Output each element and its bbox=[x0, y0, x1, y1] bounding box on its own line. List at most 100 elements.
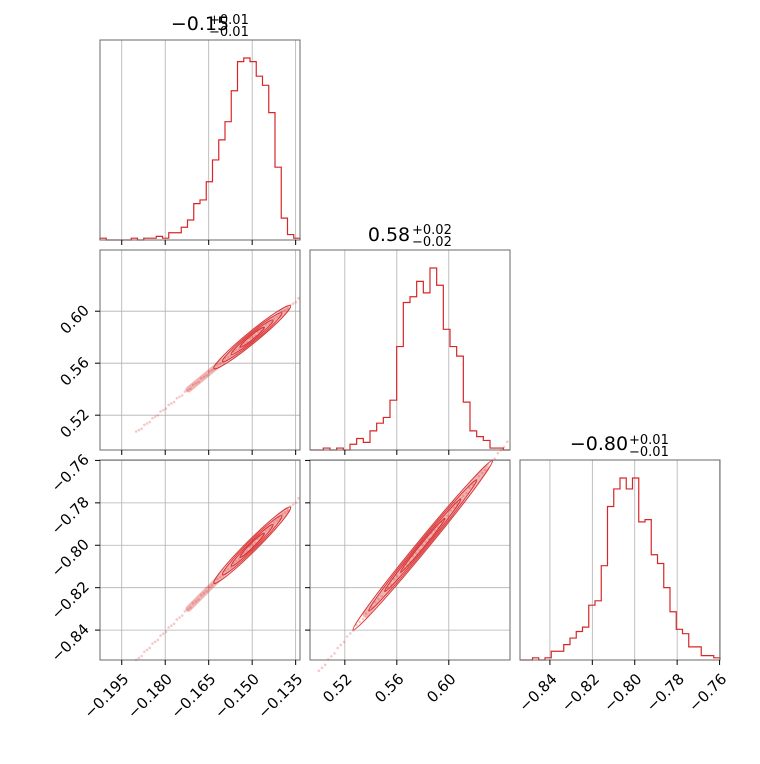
sample-point bbox=[178, 616, 181, 619]
sample-point bbox=[183, 390, 187, 393]
sample-point bbox=[194, 600, 198, 603]
sample-point bbox=[137, 428, 141, 432]
sample-point bbox=[471, 483, 475, 486]
sample-point bbox=[361, 617, 365, 621]
sample-point bbox=[323, 663, 327, 667]
sample-point bbox=[264, 529, 268, 532]
sample-point bbox=[210, 583, 214, 587]
sample-point bbox=[199, 593, 203, 597]
sample-point bbox=[167, 626, 170, 629]
x-tick-label: −0.80 bbox=[600, 670, 645, 715]
sample-point bbox=[151, 416, 154, 420]
sample-point bbox=[170, 624, 173, 627]
sample-point bbox=[286, 509, 290, 512]
sample-point bbox=[275, 519, 279, 522]
sample-point bbox=[477, 474, 481, 478]
sample-point bbox=[140, 654, 143, 658]
y-tick-label: −0.78 bbox=[48, 493, 93, 538]
density-core bbox=[185, 305, 290, 393]
sample-point bbox=[480, 471, 484, 475]
y-tick-label: −0.80 bbox=[48, 535, 93, 580]
sample-point bbox=[172, 622, 176, 626]
sample-point bbox=[216, 577, 219, 581]
sample-point bbox=[202, 592, 206, 595]
sample-point bbox=[156, 414, 160, 417]
y-tick-label: 0.52 bbox=[56, 405, 92, 441]
sample-point bbox=[283, 308, 287, 312]
title-param-1-value: −0.15 bbox=[171, 13, 229, 35]
sample-point bbox=[172, 400, 176, 404]
sample-point bbox=[251, 335, 254, 339]
sample-point bbox=[251, 543, 254, 547]
sample-point bbox=[137, 656, 141, 660]
sample-point bbox=[345, 635, 349, 638]
sample-point bbox=[218, 362, 222, 365]
sample-point bbox=[167, 403, 170, 407]
y-tick-label: −0.84 bbox=[48, 620, 93, 665]
sample-point bbox=[243, 551, 246, 555]
sample-point bbox=[496, 451, 500, 455]
sample-point bbox=[218, 575, 222, 579]
contour-level-1 bbox=[239, 532, 265, 559]
sample-point bbox=[483, 468, 487, 472]
sample-point bbox=[191, 602, 195, 605]
x-tick-label: −0.180 bbox=[124, 670, 176, 722]
sample-point bbox=[186, 608, 189, 611]
sample-point bbox=[505, 440, 509, 444]
sample-point bbox=[202, 375, 206, 379]
title-param-2-plus: +0.02 bbox=[412, 223, 452, 238]
sample-point bbox=[267, 322, 271, 325]
sample-point bbox=[194, 382, 198, 385]
title-param-2: 0.58 bbox=[368, 224, 410, 246]
sample-point bbox=[243, 342, 246, 345]
x-tick-label: −0.76 bbox=[685, 670, 730, 715]
contour-level-3 bbox=[368, 479, 478, 612]
sample-point bbox=[297, 297, 300, 300]
sample-point bbox=[449, 509, 453, 512]
x-tick-label: −0.82 bbox=[558, 670, 603, 715]
sample-point bbox=[281, 513, 284, 516]
sample-point bbox=[433, 529, 437, 532]
panel-2d-1 bbox=[99, 249, 301, 451]
sample-point bbox=[235, 348, 238, 352]
x-tick-label: 0.60 bbox=[423, 670, 459, 706]
sample-point bbox=[493, 457, 497, 460]
sample-point bbox=[207, 585, 211, 589]
sample-point bbox=[317, 669, 321, 673]
sample-point bbox=[151, 642, 154, 645]
panel-hist-2 bbox=[309, 249, 511, 451]
sample-point bbox=[175, 618, 179, 621]
y-tick-label: −0.76 bbox=[48, 451, 93, 496]
sample-point bbox=[502, 445, 506, 449]
sample-point bbox=[207, 370, 211, 373]
sample-point bbox=[465, 491, 468, 495]
sample-point bbox=[189, 387, 192, 391]
sample-point bbox=[380, 594, 383, 598]
sample-point bbox=[161, 632, 165, 636]
data-layer bbox=[99, 57, 721, 673]
sample-point bbox=[275, 315, 279, 319]
sample-point bbox=[180, 394, 184, 397]
sample-point bbox=[364, 612, 368, 615]
title-param-1: −0.15 bbox=[171, 13, 229, 35]
contour-level-3 bbox=[221, 515, 283, 576]
title-param-1-plus: +0.01 bbox=[209, 13, 249, 28]
sample-point bbox=[264, 323, 268, 327]
panel-2d-3 bbox=[309, 459, 511, 661]
sample-point bbox=[237, 347, 241, 351]
sample-point bbox=[197, 380, 200, 384]
sample-point bbox=[235, 559, 238, 563]
x-tick-label: −0.135 bbox=[254, 670, 306, 722]
sample-point bbox=[143, 650, 146, 654]
sample-point bbox=[294, 501, 298, 504]
sample-point bbox=[272, 521, 276, 524]
sample-point bbox=[424, 540, 427, 544]
sample-point bbox=[294, 300, 298, 304]
sample-point bbox=[462, 494, 465, 498]
contour-level-4 bbox=[213, 506, 292, 585]
y-tick-label: 0.56 bbox=[56, 353, 92, 389]
x-tick-label: −0.150 bbox=[211, 670, 263, 722]
sample-point bbox=[272, 317, 276, 320]
